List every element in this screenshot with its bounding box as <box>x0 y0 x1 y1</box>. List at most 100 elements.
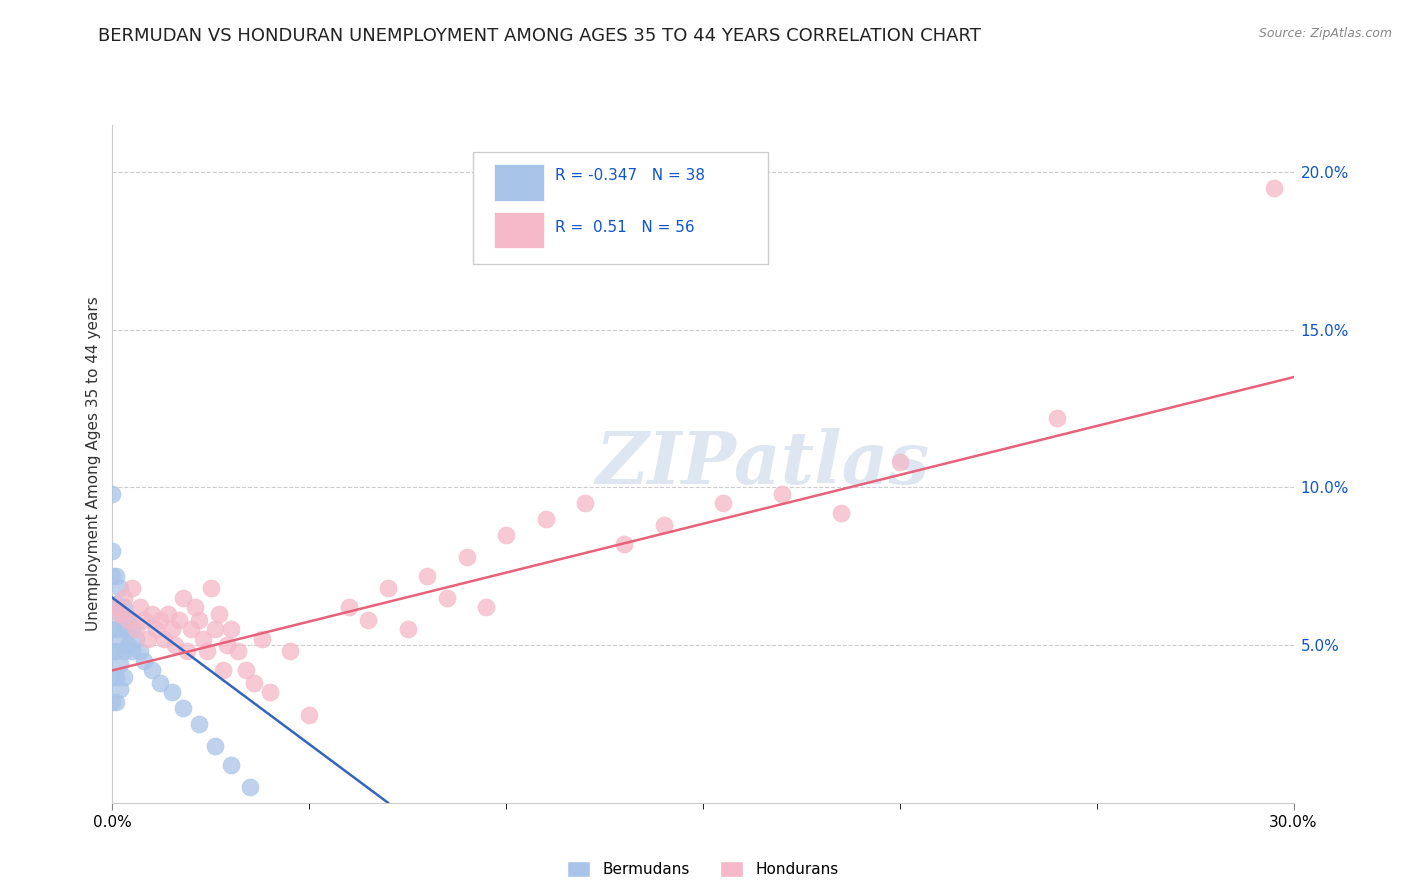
Point <box>1046 411 1069 425</box>
Point <box>117 613 139 627</box>
Point <box>436 591 458 605</box>
Point <box>110 582 132 596</box>
Point <box>770 487 793 501</box>
Point <box>117 613 139 627</box>
Point <box>141 607 163 621</box>
Point <box>172 701 194 715</box>
Point <box>110 607 132 621</box>
Point <box>121 582 143 596</box>
Point <box>125 632 148 646</box>
Point <box>156 607 179 621</box>
Point <box>1263 181 1285 195</box>
Point <box>200 582 222 596</box>
Point <box>110 657 132 671</box>
Text: ZIPatlas: ZIPatlas <box>595 428 929 500</box>
Point <box>219 758 242 772</box>
Point <box>191 632 214 646</box>
Point <box>129 644 152 658</box>
Point <box>495 528 517 542</box>
Point <box>337 600 360 615</box>
Point <box>211 664 233 678</box>
Point <box>112 591 135 605</box>
Point <box>101 644 124 658</box>
Text: R = -0.347   N = 38: R = -0.347 N = 38 <box>555 169 706 183</box>
Point <box>165 638 187 652</box>
Point <box>357 613 380 627</box>
Point <box>112 600 135 615</box>
FancyBboxPatch shape <box>494 164 544 201</box>
FancyBboxPatch shape <box>494 211 544 248</box>
Point <box>105 670 128 684</box>
Point <box>117 638 139 652</box>
Point <box>239 780 262 794</box>
Point <box>132 654 155 668</box>
Point <box>195 644 218 658</box>
Point <box>184 600 207 615</box>
Point <box>112 670 135 684</box>
Point <box>112 644 135 658</box>
Point <box>243 676 266 690</box>
Point <box>132 613 155 627</box>
Point <box>172 591 194 605</box>
Point <box>475 600 498 615</box>
Point <box>121 644 143 658</box>
Point <box>830 506 852 520</box>
Point <box>101 597 124 611</box>
Point <box>377 582 399 596</box>
FancyBboxPatch shape <box>472 152 768 264</box>
Point <box>152 632 174 646</box>
Point <box>105 568 128 582</box>
Point <box>219 623 242 637</box>
Point <box>235 664 257 678</box>
Point <box>101 695 124 709</box>
Point <box>613 537 636 551</box>
Point <box>112 623 135 637</box>
Point <box>574 496 596 510</box>
Point <box>176 644 198 658</box>
Point <box>208 607 231 621</box>
Point <box>105 623 128 637</box>
Point <box>160 623 183 637</box>
Point <box>298 707 321 722</box>
Text: R =  0.51   N = 56: R = 0.51 N = 56 <box>555 220 695 235</box>
Point <box>396 623 419 637</box>
Point <box>105 600 128 615</box>
Text: Source: ZipAtlas.com: Source: ZipAtlas.com <box>1258 27 1392 40</box>
Point <box>101 543 124 558</box>
Point <box>188 613 211 627</box>
Point <box>101 623 124 637</box>
Point <box>889 455 911 469</box>
Point <box>121 623 143 637</box>
Point <box>204 739 226 753</box>
Point <box>110 632 132 646</box>
Point <box>228 644 250 658</box>
Point <box>129 600 152 615</box>
Point <box>110 607 132 621</box>
Point <box>456 549 478 564</box>
Point <box>105 597 128 611</box>
Point <box>416 568 439 582</box>
Point <box>711 496 734 510</box>
Point <box>110 682 132 697</box>
Point <box>204 623 226 637</box>
Point <box>125 623 148 637</box>
Point <box>145 623 167 637</box>
Text: BERMUDAN VS HONDURAN UNEMPLOYMENT AMONG AGES 35 TO 44 YEARS CORRELATION CHART: BERMUDAN VS HONDURAN UNEMPLOYMENT AMONG … <box>98 27 981 45</box>
Point <box>136 632 159 646</box>
Point <box>169 613 191 627</box>
Point <box>149 676 172 690</box>
Point <box>250 632 273 646</box>
Point <box>160 685 183 699</box>
Point <box>534 512 557 526</box>
Point <box>101 487 124 501</box>
Y-axis label: Unemployment Among Ages 35 to 44 years: Unemployment Among Ages 35 to 44 years <box>86 296 101 632</box>
Point <box>652 518 675 533</box>
Point <box>101 670 124 684</box>
Point <box>101 568 124 582</box>
Point <box>141 664 163 678</box>
Point <box>278 644 301 658</box>
Point <box>180 623 202 637</box>
Point <box>188 717 211 731</box>
Point <box>259 685 281 699</box>
Point <box>149 613 172 627</box>
